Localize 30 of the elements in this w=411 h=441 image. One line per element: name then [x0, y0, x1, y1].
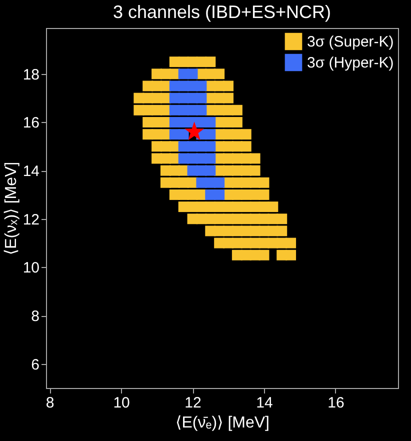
point — [187, 68, 198, 80]
point — [214, 177, 225, 188]
point — [196, 80, 207, 92]
y-axis-title: ⟨E(νₓ)⟩ [MeV] — [2, 162, 20, 256]
point — [205, 129, 216, 140]
x-tick-label: 16 — [328, 394, 344, 412]
point — [205, 165, 216, 176]
chart-title: 3 channels (IBD+ES+NCR) — [112, 2, 332, 22]
x-tick-label: 8 — [46, 394, 54, 412]
y-tick-label: 12 — [22, 211, 40, 228]
point — [205, 153, 216, 164]
point — [205, 116, 216, 128]
point — [196, 104, 207, 116]
legend-label: 3σ (Hyper-K) — [307, 54, 394, 72]
y-tick-label: 6 — [31, 356, 40, 374]
y-tick-label: 8 — [31, 308, 40, 326]
point — [205, 141, 216, 152]
x-axis-title: ⟨E(ν̄ₑ)⟩ [MeV] — [176, 414, 270, 432]
y-tick-label: 10 — [22, 260, 40, 277]
legend-label: 3σ (Super-K) — [307, 34, 394, 50]
x-tick-label: 10 — [113, 394, 130, 412]
point — [214, 189, 225, 200]
point — [184, 122, 204, 140]
point — [196, 92, 207, 104]
x-tick-label: 14 — [256, 394, 273, 412]
x-tick-label: 12 — [184, 394, 202, 412]
y-tick-label: 16 — [22, 114, 40, 132]
y-tick-label: 18 — [22, 66, 40, 84]
y-tick-label: 14 — [22, 163, 40, 180]
point — [178, 129, 189, 140]
